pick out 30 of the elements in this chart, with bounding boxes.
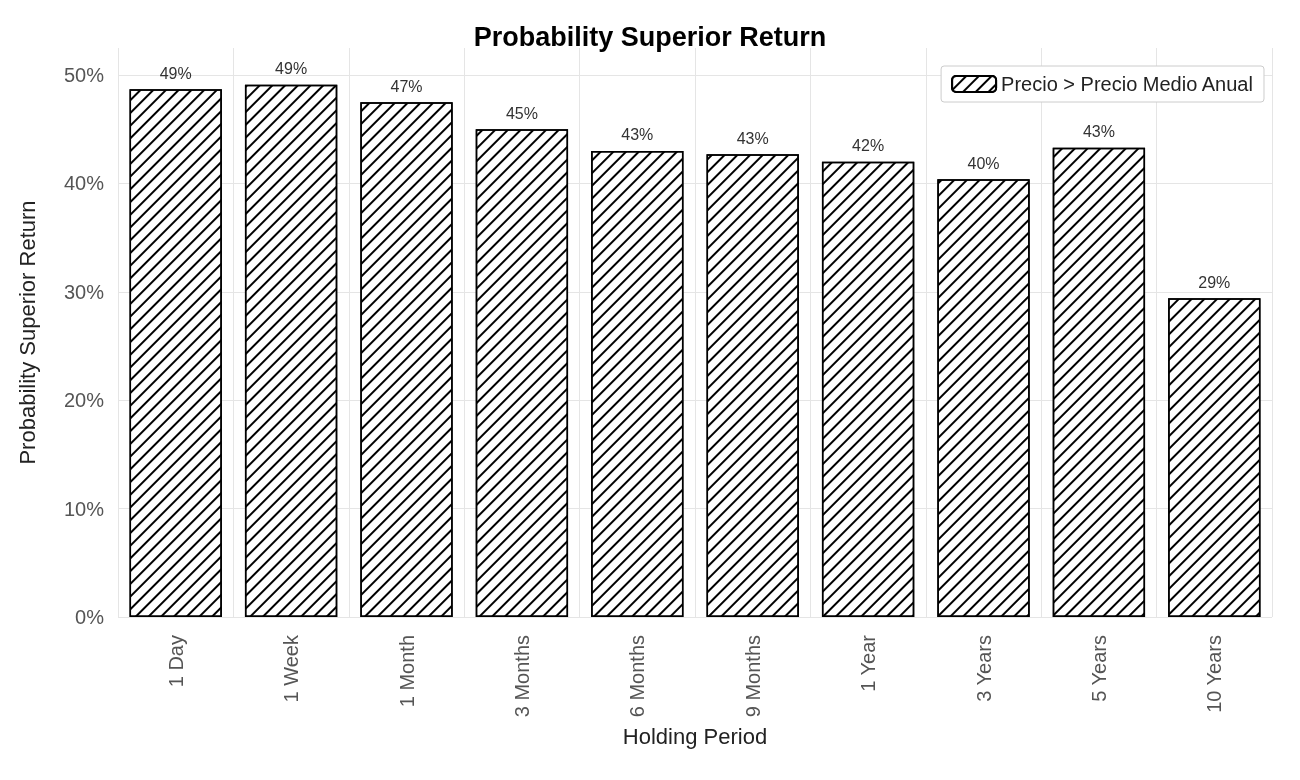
x-tick-label: 3 Years [972, 635, 995, 702]
x-tick-label: 9 Months [741, 635, 764, 718]
x-tick-label: 10 Years [1203, 635, 1226, 713]
data-label: 40% [967, 154, 1000, 172]
y-axis-title: Probability Superior Return [14, 200, 40, 465]
y-tick-label: 10% [63, 497, 105, 520]
x-tick-label: 1 Month [395, 635, 418, 708]
x-tick-label: 1 Week [280, 634, 303, 703]
data-label: 43% [621, 126, 654, 144]
x-tick-label: 1 Day [164, 635, 187, 688]
data-label: 45% [505, 104, 538, 122]
x-axis-title: Holding Period [622, 723, 768, 749]
y-tick-label: 20% [63, 389, 105, 412]
data-label: 29% [1198, 273, 1231, 291]
y-tick-label: 50% [63, 64, 105, 87]
data-label: 49% [275, 60, 308, 78]
data-label: 47% [390, 77, 423, 95]
x-tick-label: 1 Year [857, 634, 880, 692]
chart-title: Probability Superior Return [473, 21, 827, 52]
y-tick-label: 40% [63, 172, 105, 195]
data-label: 42% [852, 137, 885, 155]
data-label: 49% [159, 64, 192, 82]
x-tick-label: 6 Months [626, 635, 649, 718]
y-tick-label: 30% [63, 280, 105, 303]
x-tick-label: 5 Years [1087, 635, 1110, 702]
data-label: 43% [736, 129, 769, 147]
x-tick-label: 3 Months [510, 635, 533, 718]
legend-label: Precio > Precio Medio Anual [1001, 73, 1253, 95]
y-tick-label: 0% [75, 606, 105, 628]
data-label: 43% [1082, 123, 1115, 141]
